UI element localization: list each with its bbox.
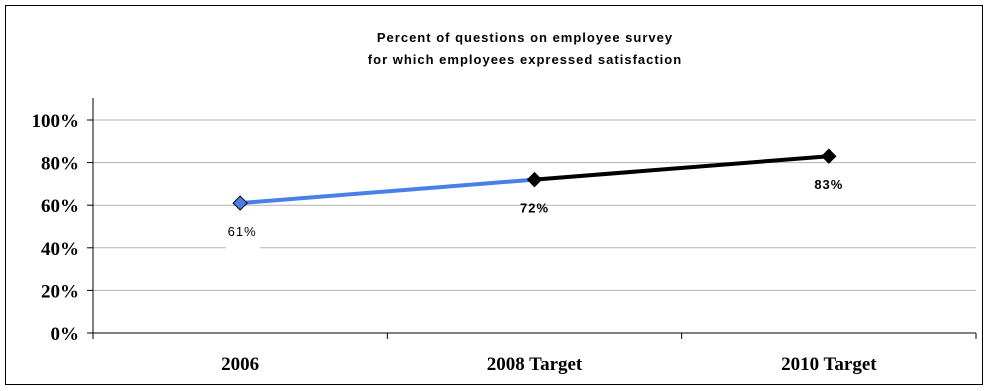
data-point-marker (526, 171, 543, 188)
data-point-marker (232, 195, 248, 211)
series-line-segment (238, 177, 537, 206)
data-point-marker (821, 148, 837, 164)
chart-title-line-1: Percent of questions on employee survey (377, 30, 673, 45)
data-labels: 61% 72% 83% (226, 177, 843, 258)
y-tick-label: 60% (41, 196, 79, 217)
x-tick-label: 2008 Target (487, 354, 583, 375)
data-label: 83% (814, 177, 843, 192)
data-label: 61% (228, 224, 257, 239)
series-lines (238, 154, 831, 206)
x-tick-label: 2010 Target (781, 354, 877, 375)
axes (87, 98, 977, 339)
chart-frame (5, 5, 983, 385)
series-markers (232, 148, 837, 211)
y-tick-label: 0% (51, 324, 80, 345)
chart-title-line-2: for which employees expressed satisfacti… (368, 52, 682, 67)
y-axis-tick-labels: 0% 20% 40% 60% 80% 100% (32, 111, 80, 345)
y-tick-label: 40% (41, 239, 79, 260)
series-line-segment (532, 154, 831, 182)
x-tick-label: 2006 (221, 354, 259, 375)
y-tick-label: 100% (32, 111, 80, 132)
chart-title: Percent of questions on employee survey … (368, 30, 682, 67)
y-tick-label: 20% (41, 281, 79, 302)
data-label: 72% (520, 201, 549, 216)
x-axis-tick-labels: 2006 2008 Target 2010 Target (221, 354, 877, 375)
y-tick-label: 80% (41, 154, 79, 175)
data-label-background (226, 215, 261, 258)
